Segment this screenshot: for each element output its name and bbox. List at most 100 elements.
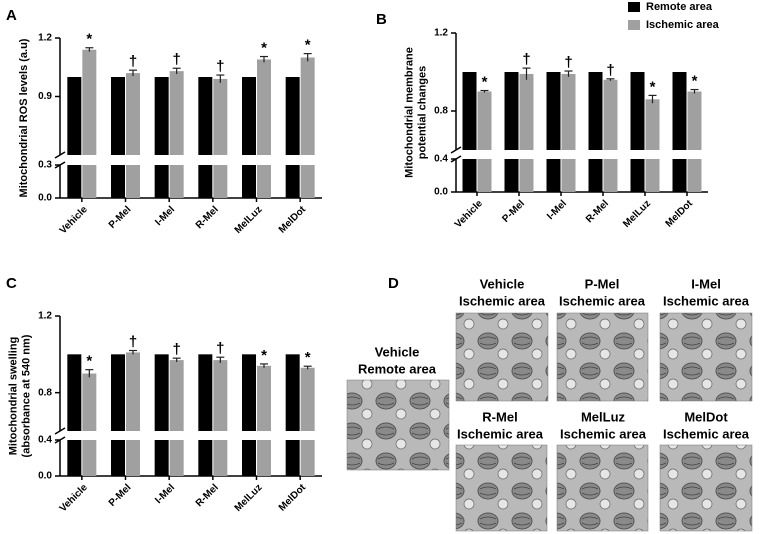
bar — [154, 77, 169, 155]
bar — [111, 77, 125, 155]
bar — [111, 354, 125, 431]
micrograph — [455, 444, 548, 532]
bar-lower — [300, 165, 315, 198]
bar — [519, 73, 534, 150]
bar-lower — [588, 159, 603, 192]
bar — [242, 354, 256, 431]
bar-lower — [300, 440, 315, 476]
axis-break — [54, 427, 66, 435]
bar-lower — [257, 165, 271, 198]
significance-marker: * — [692, 73, 698, 90]
axis-break — [450, 146, 462, 154]
y-axis-title: Mitochondrial membrane — [403, 47, 415, 178]
y-axis-title: (absorbance at 540 nm) — [20, 334, 32, 457]
bar-lower — [645, 159, 660, 192]
bar-lower — [462, 159, 477, 192]
bar-lower — [687, 159, 702, 192]
significance-marker: * — [650, 78, 656, 95]
bar — [462, 72, 477, 150]
axis-break — [450, 155, 462, 163]
bar-lower — [213, 440, 228, 476]
y-tick-label: 1.2 — [434, 28, 448, 39]
bar-lower — [126, 165, 140, 198]
bar — [257, 365, 271, 431]
bar — [126, 352, 140, 431]
significance-marker: † — [129, 53, 137, 70]
micrograph — [346, 379, 450, 471]
bar-lower — [561, 159, 576, 192]
image-caption: Ischemic area — [560, 426, 647, 441]
bar-lower — [672, 159, 687, 192]
x-tick-label: Vehicle — [58, 482, 90, 514]
y-tick-label: 1.2 — [38, 311, 52, 322]
x-tick-label: MelDot — [277, 204, 309, 236]
image-caption: Ischemic area — [663, 293, 750, 308]
bar — [300, 57, 315, 155]
y-axis-title: potential changes — [416, 66, 428, 160]
bar — [154, 354, 169, 431]
x-tick-label: MelDot — [664, 198, 696, 230]
y-tick-label: 0.8 — [434, 106, 448, 117]
bar — [67, 354, 82, 431]
bar — [242, 77, 256, 155]
bar — [645, 99, 660, 150]
bar-lower — [198, 165, 213, 198]
significance-marker: † — [216, 340, 224, 357]
image-caption: P-Mel — [585, 276, 620, 291]
axis-break — [54, 161, 66, 169]
x-tick-label: I-Mel — [545, 198, 569, 222]
y-tick-label: 1.2 — [38, 33, 52, 44]
bar — [126, 73, 140, 155]
legend-label: Ischemic area — [646, 19, 720, 31]
bar-lower — [546, 159, 561, 192]
bar — [561, 73, 576, 150]
image-caption: Ischemic area — [559, 293, 646, 308]
bar-lower — [169, 440, 184, 476]
image-caption: Vehicle — [375, 344, 420, 359]
significance-marker: † — [564, 54, 572, 71]
bar — [82, 49, 97, 156]
significance-marker: * — [305, 349, 311, 366]
significance-marker: † — [172, 51, 180, 68]
bar — [588, 72, 603, 150]
bar-lower — [154, 165, 169, 198]
panel-label: C — [6, 275, 17, 292]
y-axis-title: Mitochondrial swelling — [7, 337, 19, 456]
bar-lower — [198, 440, 213, 476]
bar-lower — [111, 165, 125, 198]
bar — [82, 373, 97, 431]
bar — [213, 360, 228, 431]
legend-swatch — [628, 2, 640, 12]
bar-lower — [285, 440, 300, 476]
y-tick-label: 0.8 — [38, 387, 52, 398]
bar-lower — [630, 159, 645, 192]
bar — [198, 354, 213, 431]
x-tick-label: MelDot — [277, 482, 309, 514]
bar — [672, 72, 687, 150]
y-tick-label: 0.9 — [38, 91, 52, 102]
image-caption: MelLuz — [581, 409, 626, 424]
significance-marker: * — [305, 37, 311, 54]
bar-lower — [126, 440, 140, 476]
x-tick-label: R-Mel — [584, 198, 611, 225]
significance-marker: † — [522, 51, 530, 68]
bar — [169, 360, 184, 431]
legend-swatch — [628, 20, 640, 30]
legend-label: Remote area — [646, 1, 713, 13]
bar — [300, 367, 315, 431]
bar-lower — [213, 165, 228, 198]
image-caption: Remote area — [358, 361, 437, 376]
bar-lower — [82, 440, 97, 476]
bar — [67, 77, 82, 155]
bar — [285, 77, 300, 155]
y-axis-title: Mitochondrial ROS levels (a.u) — [18, 38, 30, 197]
bar — [687, 91, 702, 150]
axis-break — [54, 436, 66, 444]
image-caption: Vehicle — [480, 276, 525, 291]
image-caption: R-Mel — [482, 409, 517, 424]
bar — [213, 78, 228, 155]
bar — [169, 71, 184, 155]
bar-lower — [67, 440, 82, 476]
bar-lower — [169, 165, 184, 198]
micrograph — [556, 312, 649, 402]
